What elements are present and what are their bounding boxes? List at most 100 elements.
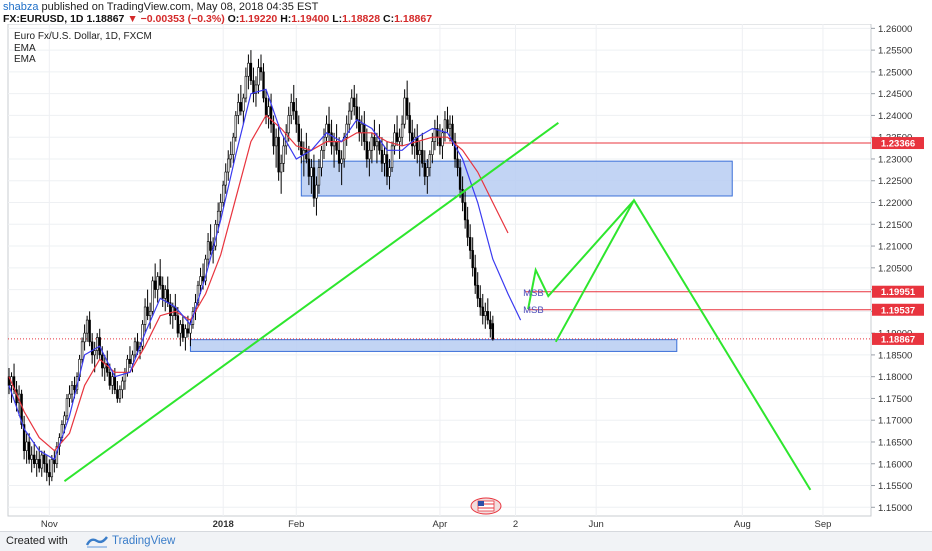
candle <box>433 119 437 151</box>
candle <box>471 237 474 277</box>
price-badge <box>872 303 924 316</box>
candle <box>153 263 157 299</box>
candle-body <box>463 202 467 221</box>
candle <box>486 298 489 325</box>
candle-body <box>295 110 298 125</box>
candle-body <box>73 385 76 391</box>
candle-body <box>229 154 232 160</box>
candle-body <box>237 102 240 116</box>
chart-legend: Euro Fx/U.S. Dollar, 1D, FXCM EMA EMA <box>14 31 152 65</box>
candle-body <box>156 276 159 290</box>
candle <box>383 145 386 177</box>
candle <box>252 67 255 103</box>
y-tick-label: 1.20500 <box>878 263 912 274</box>
candle <box>196 280 200 308</box>
candle <box>461 176 464 212</box>
candle-body <box>151 280 154 312</box>
candle-body <box>388 167 391 177</box>
candle <box>305 132 308 164</box>
candle-body <box>128 358 132 364</box>
candle <box>385 141 389 186</box>
candle-body <box>473 267 477 286</box>
close-value: 1.18867 <box>394 13 433 25</box>
time-axis[interactable]: Nov 2018 Feb Apr 2 Jun Aug Sep <box>41 519 832 530</box>
x-tick-label: Feb <box>288 519 304 530</box>
candle-body <box>373 136 376 147</box>
candle-body <box>262 71 265 99</box>
candle-body <box>337 149 341 164</box>
candle <box>403 89 406 129</box>
trend-drawings <box>63 122 812 491</box>
y-tick-label: 1.21000 <box>878 242 912 253</box>
candle <box>179 320 182 347</box>
candle <box>249 50 253 85</box>
candle <box>169 293 172 325</box>
candle-body <box>45 463 49 473</box>
price-badge <box>872 137 924 150</box>
candle <box>254 76 258 107</box>
price-badge-label: 1.18867 <box>881 334 915 345</box>
candle <box>90 333 94 364</box>
candle-body <box>159 276 162 286</box>
tradingview-logo-icon[interactable] <box>85 533 109 549</box>
candle <box>269 93 273 133</box>
candle <box>257 58 260 94</box>
candle-body <box>448 123 452 129</box>
candle <box>161 276 164 308</box>
x-tick-label: 2018 <box>213 519 234 530</box>
candle-body <box>166 289 169 303</box>
candle-body <box>96 337 99 351</box>
tradingview-brand[interactable]: TradingView <box>112 535 176 547</box>
candle-body <box>368 149 371 160</box>
candle <box>267 98 270 129</box>
price-axis[interactable]: 1.260001.255001.250001.245001.240001.235… <box>871 24 924 514</box>
candle-body <box>305 149 308 160</box>
flag-badge-icon[interactable] <box>470 497 502 515</box>
candle-body <box>227 158 230 173</box>
candle-body <box>176 315 180 334</box>
candle <box>262 63 265 103</box>
msb-annotation: MSB <box>523 305 544 316</box>
candle-body <box>68 393 71 399</box>
candle-body <box>335 141 338 151</box>
price-chart[interactable]: MSB MSB 1.26000 1.25500 1.25000 1.24500 1.240… <box>0 24 932 531</box>
author-name[interactable]: shabza <box>3 1 39 13</box>
candle <box>48 459 51 486</box>
candle-body <box>315 184 318 199</box>
candle <box>373 119 376 151</box>
candle-body <box>216 210 220 225</box>
candle <box>219 193 222 220</box>
candle-body <box>360 123 363 134</box>
candle-body <box>20 393 23 425</box>
candle <box>453 132 457 168</box>
candle <box>368 141 371 177</box>
candle <box>181 315 185 342</box>
candle <box>325 115 328 146</box>
candle-body <box>400 123 404 138</box>
candle-body <box>383 154 386 164</box>
candle <box>479 285 482 316</box>
candle <box>295 98 298 133</box>
candle-body <box>40 454 43 469</box>
candle <box>111 372 114 395</box>
candle <box>317 158 321 194</box>
candle-body <box>83 332 86 343</box>
candle-body <box>446 119 449 129</box>
candle-body <box>269 106 273 125</box>
candle <box>176 307 180 338</box>
y-tick-label: 1.22500 <box>878 176 912 187</box>
candle-body <box>169 302 172 317</box>
x-tick-label: 2 <box>513 519 518 530</box>
candle-body <box>70 385 74 395</box>
candle <box>350 89 353 120</box>
candle-body <box>287 115 290 134</box>
candle <box>418 141 421 177</box>
candle <box>468 224 472 260</box>
legend-ema-2: EMA <box>14 54 36 65</box>
candle-body <box>244 75 248 99</box>
candle <box>340 150 343 186</box>
candle-body <box>264 97 268 116</box>
low-value: 1.18828 <box>342 13 381 25</box>
candle-body <box>476 284 479 299</box>
annotations: MSB MSB <box>523 288 544 316</box>
